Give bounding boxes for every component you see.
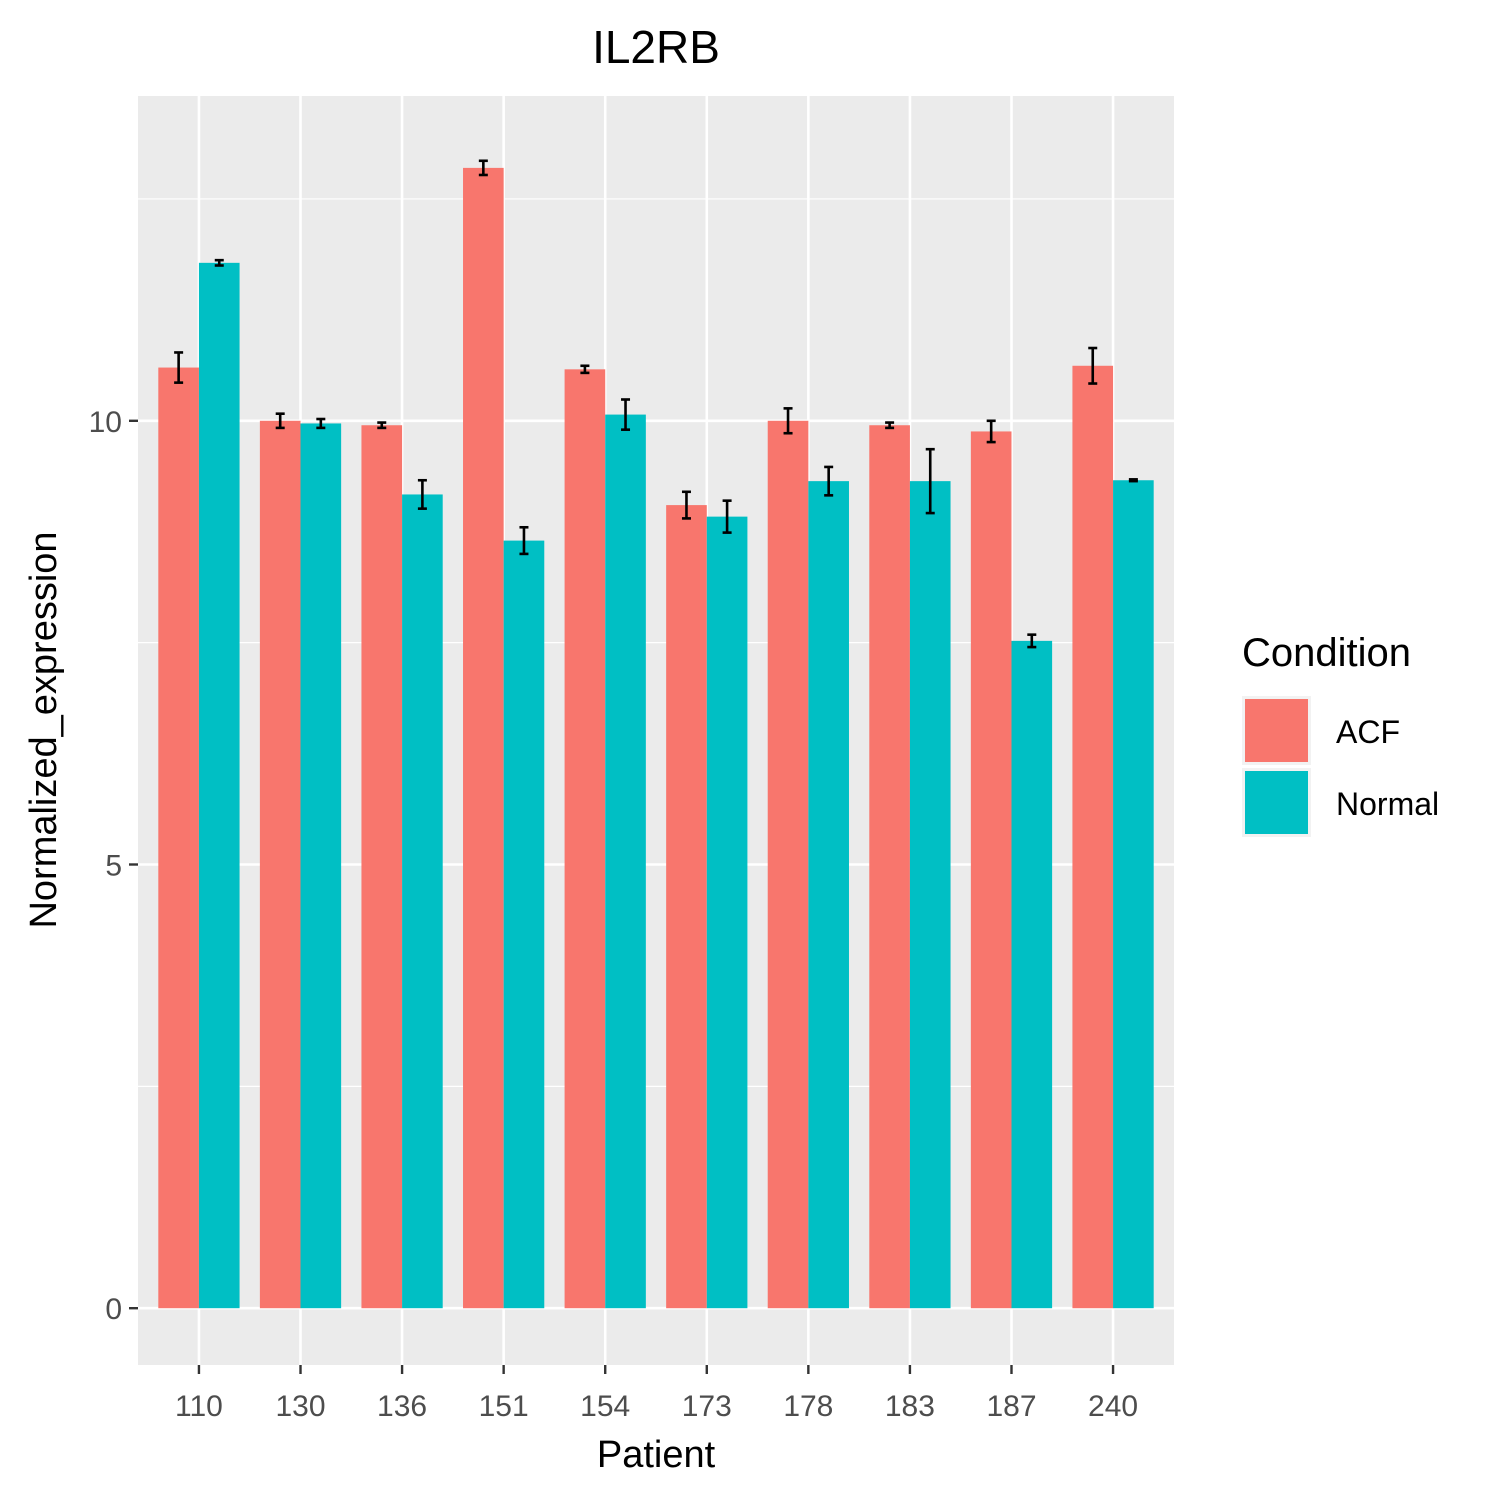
error-bars (174, 159, 1138, 649)
bar-normal-130 (300, 423, 342, 1309)
error-bar-acf-183 (885, 421, 895, 430)
bar-normal-240 (1113, 480, 1154, 1309)
bar-acf-178 (767, 420, 809, 1309)
y-tick-label: 10 (89, 406, 122, 439)
bar-acf-187 (970, 431, 1012, 1309)
error-bar-acf-110 (174, 351, 184, 384)
bar-acf-130 (259, 420, 301, 1309)
x-tick-label: 110 (175, 1390, 223, 1423)
x-axis: 110 130 136 151 154 173 178 183 187 240 (175, 1365, 1138, 1423)
error-bar-normal-136 (417, 478, 427, 510)
x-tick-label: 183 (885, 1390, 935, 1423)
chart-title: IL2RB (592, 21, 720, 73)
error-bar-acf-178 (783, 407, 793, 435)
error-bar-acf-151 (478, 159, 488, 177)
bar-acf-173 (666, 505, 707, 1309)
error-bar-normal-151 (519, 525, 529, 556)
error-bar-normal-240 (1128, 478, 1138, 483)
bar-acf-151 (463, 167, 504, 1309)
error-bar-normal-183 (925, 447, 935, 515)
bar-acf-136 (361, 425, 403, 1309)
y-axis: 0 5 10 (89, 406, 138, 1326)
error-bar-acf-130 (275, 412, 285, 430)
bar-normal-173 (706, 516, 748, 1309)
x-tick-label: 154 (580, 1390, 630, 1423)
x-tick-label: 151 (479, 1390, 529, 1423)
bar-acf-110 (158, 367, 199, 1309)
bar-normal-151 (503, 540, 545, 1309)
x-tick-label: 187 (986, 1390, 1036, 1423)
x-tick-label: 178 (783, 1390, 833, 1423)
error-bar-acf-173 (681, 490, 691, 520)
x-tick-label: 173 (682, 1390, 732, 1423)
legend: Condition ACF Normal (1242, 631, 1439, 837)
legend-swatch-normal (1245, 771, 1308, 834)
bar-normal-110 (198, 262, 240, 1309)
bars (158, 167, 1154, 1309)
error-bar-normal-173 (722, 499, 732, 534)
bar-normal-136 (402, 494, 443, 1309)
error-bar-normal-187 (1027, 633, 1037, 649)
error-bar-acf-187 (986, 419, 996, 444)
error-bar-acf-136 (377, 421, 387, 430)
legend-title: Condition (1242, 631, 1411, 675)
error-bar-normal-130 (316, 417, 326, 430)
x-tick-label: 240 (1088, 1390, 1138, 1423)
bar-acf-154 (564, 369, 606, 1309)
bar-acf-183 (869, 425, 910, 1309)
bar-normal-178 (808, 481, 849, 1309)
error-bar-normal-110 (214, 258, 224, 267)
error-bar-acf-240 (1088, 346, 1098, 385)
error-bar-normal-178 (824, 465, 834, 497)
x-axis-title: Patient (597, 1434, 716, 1476)
bar-acf-240 (1072, 365, 1114, 1309)
error-bar-acf-154 (580, 364, 590, 375)
y-tick-label: 5 (105, 849, 122, 882)
legend-label-acf: ACF (1336, 714, 1400, 750)
bar-normal-154 (605, 414, 646, 1309)
y-axis-title: Normalized_expression (23, 531, 65, 928)
legend-label-normal: Normal (1336, 786, 1439, 822)
bar-normal-183 (909, 481, 951, 1309)
bar-normal-187 (1011, 640, 1053, 1309)
legend-swatch-acf (1245, 699, 1308, 762)
error-bar-normal-154 (621, 398, 631, 431)
x-tick-label: 136 (377, 1390, 427, 1423)
y-tick-label: 0 (105, 1293, 122, 1326)
x-tick-label: 130 (275, 1390, 325, 1423)
